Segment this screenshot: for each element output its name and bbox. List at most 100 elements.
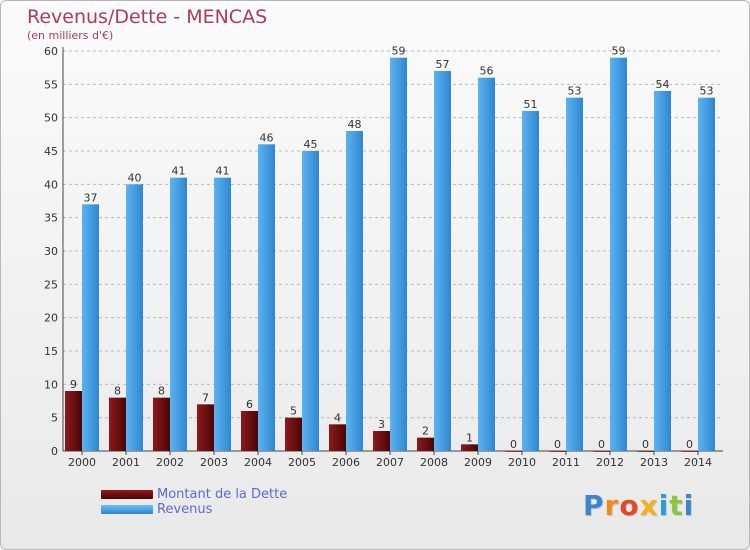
data-label-revenus: 56 [480,65,494,78]
data-label-revenus: 46 [260,131,274,144]
bar-dette [637,451,654,452]
y-tick-label: 50 [44,112,58,125]
bar-dette [153,397,170,451]
x-tick-label: 2009 [464,456,492,469]
y-tick-label: 35 [44,212,58,225]
x-tick-label: 2013 [640,456,668,469]
bar-revenus [522,111,539,451]
bar-revenus [434,71,451,451]
data-label-dette: 0 [554,438,561,451]
data-label-dette: 6 [246,398,253,411]
y-tick-label: 10 [44,378,58,391]
bar-revenus [346,131,363,451]
logo-letter: t [669,489,684,522]
data-label-revenus: 59 [612,45,626,58]
legend-swatch-revenus [101,505,153,514]
data-label-dette: 7 [202,391,209,404]
y-tick-label: 45 [44,145,58,158]
bar-revenus [566,97,583,452]
y-tick-label: 40 [44,178,58,191]
logo-letter: o [619,489,640,522]
bar-revenus [302,151,319,451]
data-label-dette: 5 [290,405,297,418]
legend-label-dette: Montant de la Dette [157,487,288,502]
data-label-revenus: 41 [216,165,230,178]
bar-dette [593,451,610,452]
y-tick-label: 25 [44,278,58,291]
bar-revenus [126,184,143,452]
data-label-dette: 9 [70,378,77,391]
x-tick-label: 2002 [156,456,184,469]
data-label-revenus: 40 [128,171,142,184]
y-tick-label: 15 [44,345,58,358]
data-label-dette: 0 [686,438,693,451]
bar-revenus [390,57,407,452]
x-tick-label: 2003 [200,456,228,469]
x-tick-label: 2010 [508,456,536,469]
logo-letter: r [604,489,620,522]
data-label-dette: 8 [114,385,121,398]
x-tick-label: 2014 [684,456,712,469]
bar-revenus [214,177,231,451]
x-tick-label: 2011 [552,456,580,469]
y-tick-label: 30 [44,245,58,258]
bar-revenus [698,97,715,452]
data-label-dette: 3 [378,418,385,431]
bar-dette [109,397,126,451]
bar-dette [373,431,390,451]
data-label-revenus: 48 [348,118,362,131]
x-tick-label: 2004 [244,456,272,469]
bar-dette [461,444,478,451]
x-tick-label: 2005 [288,456,316,469]
x-tick-label: 2008 [420,456,448,469]
bar-revenus [610,57,627,452]
y-tick-label: 0 [51,445,58,458]
legend: Montant de la Dette Revenus [101,487,287,517]
chart-title: Revenus/Dette - MENCAS [27,6,268,28]
bar-revenus [258,144,275,452]
x-tick-label: 2012 [596,456,624,469]
data-label-revenus: 53 [700,85,714,98]
data-label-dette: 0 [642,438,649,451]
data-label-dette: 2 [422,425,429,438]
bar-dette [197,404,214,451]
x-tick-label: 2000 [68,456,96,469]
data-label-revenus: 59 [392,45,406,58]
data-label-dette: 4 [334,411,341,424]
legend-label-revenus: Revenus [157,502,213,517]
bar-revenus [478,77,495,452]
bar-revenus [170,177,187,451]
data-label-revenus: 57 [436,58,450,71]
data-label-dette: 0 [510,438,517,451]
data-label-revenus: 45 [304,138,318,151]
logo-letter: x [639,489,659,522]
data-label-revenus: 41 [172,165,186,178]
y-tick-label: 5 [51,412,58,425]
bar-dette [681,451,698,452]
data-label-revenus: 51 [524,98,538,111]
data-label-dette: 0 [598,438,605,451]
x-tick-label: 2001 [112,456,140,469]
bar-dette [285,417,302,451]
data-label-revenus: 54 [656,78,670,91]
x-tick-label: 2007 [376,456,404,469]
y-tick-label: 20 [44,312,58,325]
legend-item-dette: Montant de la Dette [101,487,287,502]
bar-dette [417,437,434,451]
bar-dette [241,411,258,451]
y-tick-label: 60 [44,45,58,58]
bar-revenus [82,204,99,451]
logo-letter: P [583,489,605,522]
proxiti-logo: Proxiti [583,489,694,522]
legend-swatch-dette [101,490,153,499]
bar-dette [549,451,566,452]
bar-revenus [654,91,671,451]
data-label-revenus: 37 [84,191,98,204]
logo-letter: i [683,489,695,522]
bar-dette [65,391,82,451]
legend-item-revenus: Revenus [101,502,287,517]
bar-dette [505,451,522,452]
data-label-dette: 1 [466,431,473,444]
